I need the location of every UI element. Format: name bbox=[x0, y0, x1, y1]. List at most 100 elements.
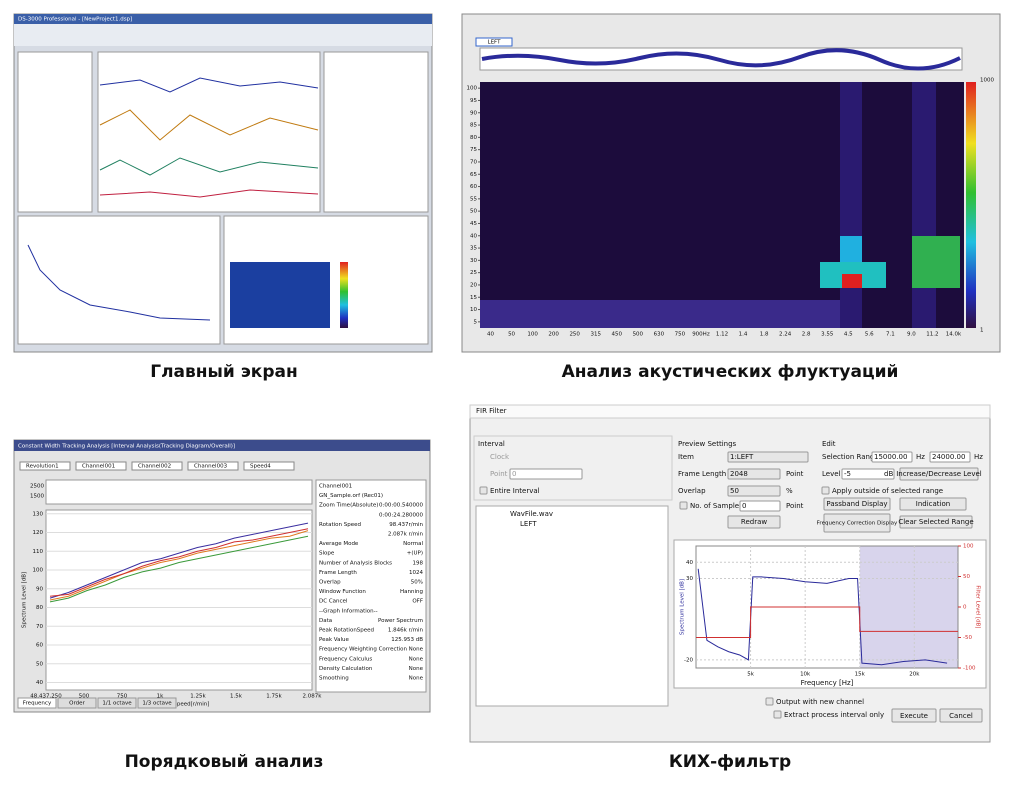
colorbar-label: 1 bbox=[980, 328, 984, 334]
tab-label: 1/3 octave bbox=[142, 701, 172, 707]
button-label: Increase/Decrease Level bbox=[896, 470, 982, 478]
tab-label: 1/1 octave bbox=[102, 701, 132, 707]
y-tick-label: 10 bbox=[470, 307, 477, 313]
y2-axis-label: Filter Level [dB] bbox=[975, 585, 981, 628]
y-tick-label: 120 bbox=[33, 530, 44, 536]
field-label: Overlap bbox=[678, 487, 706, 495]
y-tick-label: 40 bbox=[470, 233, 477, 239]
x-tick-label: 1.4 bbox=[739, 332, 748, 338]
field-value: 0 bbox=[512, 470, 516, 478]
info-key: Rotation Speed bbox=[319, 522, 361, 528]
checkbox-label: Entire Interval bbox=[490, 487, 540, 495]
acoustic-window bbox=[461, 13, 1001, 353]
x-tick-label: 750 bbox=[117, 694, 128, 700]
heatmap-cell bbox=[840, 82, 862, 328]
interval-box bbox=[473, 435, 673, 501]
info-value: OFF bbox=[412, 599, 423, 605]
radio-label: Point bbox=[490, 470, 508, 478]
info-key: Data bbox=[319, 618, 332, 624]
info-key: Density Calculation bbox=[319, 666, 373, 672]
field-label: Selection Range bbox=[822, 453, 879, 461]
button[interactable] bbox=[727, 451, 809, 463]
button-label: Frequency Correction Display bbox=[817, 521, 898, 527]
y-tick-label: 60 bbox=[36, 643, 43, 649]
button[interactable] bbox=[891, 708, 937, 723]
info-value: Hanning bbox=[400, 589, 423, 595]
button[interactable] bbox=[899, 515, 973, 529]
tab[interactable] bbox=[97, 697, 137, 709]
field-value: 24000.00 bbox=[932, 453, 965, 461]
unit: Point bbox=[786, 502, 804, 510]
field-label: Item bbox=[678, 453, 694, 461]
x-tick-label: 1.5k bbox=[230, 694, 243, 700]
info-key: Channel001 bbox=[319, 484, 352, 490]
x-tick-label: 5.6 bbox=[865, 332, 874, 338]
button[interactable] bbox=[899, 467, 979, 481]
waveform bbox=[481, 48, 961, 71]
caption: КИХ-фильтр bbox=[669, 752, 791, 772]
x-tick-label: 500 bbox=[633, 332, 644, 338]
button[interactable] bbox=[679, 501, 688, 510]
x-tick-label: 3.55 bbox=[821, 332, 834, 338]
spectrum-pane bbox=[17, 215, 221, 345]
title-bar bbox=[469, 404, 991, 419]
button[interactable] bbox=[727, 515, 781, 529]
info-key: DC Cancel bbox=[319, 599, 348, 605]
info-key: Peak RotationSpeed bbox=[319, 628, 374, 634]
tab[interactable] bbox=[137, 697, 177, 709]
field bbox=[871, 451, 913, 463]
tab[interactable] bbox=[17, 697, 57, 709]
y-tick-label: 30 bbox=[686, 576, 693, 582]
button-label: Passband Display bbox=[826, 500, 887, 508]
info-key: Frame Length bbox=[319, 570, 357, 576]
button[interactable] bbox=[899, 497, 967, 511]
tab[interactable] bbox=[57, 697, 97, 709]
x-tick-label: 1.75k bbox=[266, 694, 282, 700]
y-tick-label: 90 bbox=[36, 586, 43, 592]
y-axis-label: Spectrum Level [dB] bbox=[22, 572, 28, 628]
button[interactable] bbox=[823, 497, 891, 511]
info-key: Average Mode bbox=[319, 541, 359, 547]
tab-label: LEFT bbox=[488, 40, 502, 46]
trace bbox=[27, 244, 211, 321]
info-value: Normal bbox=[403, 541, 423, 547]
info-key: --Graph Information-- bbox=[319, 608, 378, 614]
info-value: 98.437r/min bbox=[389, 522, 423, 528]
speed-strip bbox=[45, 479, 313, 505]
spectrum-line bbox=[697, 568, 948, 666]
x-tick-label: 4.5 bbox=[844, 332, 853, 338]
info-value: None bbox=[409, 656, 424, 662]
checkbox-label: Output with new channel bbox=[776, 698, 864, 706]
legend-label: Speed4 bbox=[250, 464, 271, 470]
unit: % bbox=[786, 487, 793, 495]
info-pane bbox=[315, 479, 427, 693]
button[interactable] bbox=[727, 468, 781, 480]
tab-label: Frequency bbox=[23, 701, 52, 707]
button[interactable] bbox=[765, 697, 774, 706]
x-tick-label: 7.1 bbox=[886, 332, 895, 338]
y-tick-label: 20 bbox=[470, 282, 477, 288]
tree-item: WavFile.wav bbox=[510, 510, 553, 518]
button[interactable] bbox=[939, 708, 983, 723]
window-title: DS-3000 Professional - [NewProject1.dsp] bbox=[18, 17, 132, 23]
x-tick-label: 1.12 bbox=[716, 332, 728, 338]
y-tick-label: 100 bbox=[33, 568, 44, 574]
series-line bbox=[49, 528, 309, 597]
x-tick-label: 9.0 bbox=[907, 332, 916, 338]
button[interactable] bbox=[727, 485, 781, 497]
y-tick-label: 60 bbox=[470, 184, 477, 190]
info-value: None bbox=[409, 676, 424, 682]
y-tick-label: 85 bbox=[470, 123, 477, 129]
field bbox=[739, 500, 781, 512]
y-tick-label: 130 bbox=[33, 511, 44, 517]
button[interactable] bbox=[823, 513, 891, 533]
y-tick-label: 90 bbox=[470, 110, 477, 116]
tab[interactable] bbox=[475, 37, 513, 47]
button[interactable] bbox=[479, 486, 488, 495]
field-value: -5 bbox=[844, 470, 851, 478]
y-tick-label: 100 bbox=[467, 86, 478, 92]
button[interactable] bbox=[821, 486, 830, 495]
info-key: Peak Value bbox=[319, 637, 350, 643]
caption: Порядковый анализ bbox=[125, 752, 324, 772]
button[interactable] bbox=[773, 710, 782, 719]
